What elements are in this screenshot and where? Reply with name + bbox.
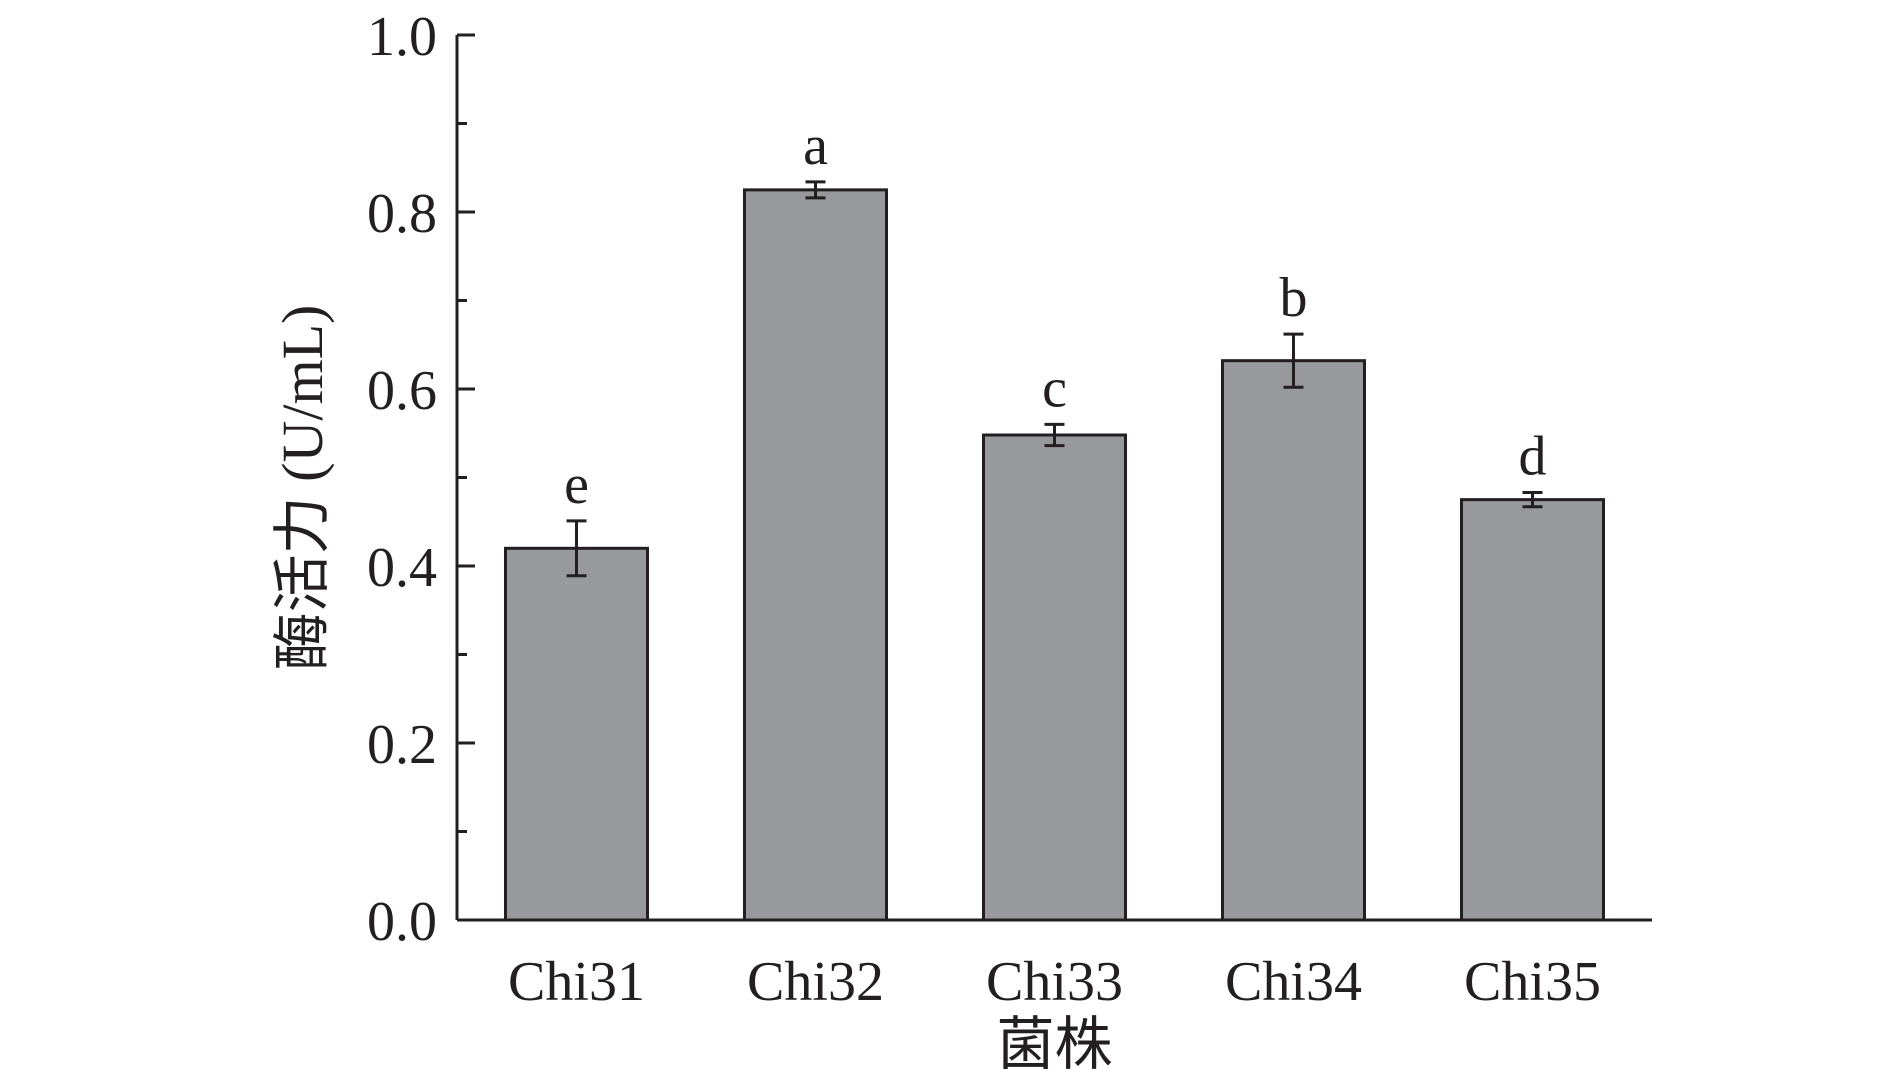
bars-layer (504, 188, 1605, 922)
significance-label: e (564, 454, 589, 516)
significance-label: d (1519, 426, 1547, 488)
y-tick-label: 0.6 (367, 360, 437, 422)
error-bars-layer (566, 180, 1543, 578)
x-tick-label: Chi32 (747, 951, 884, 1013)
bar-chi35 (1460, 498, 1605, 922)
x-tick-labels: Chi31 Chi32 Chi33 Chi34 Chi35 (508, 951, 1601, 1013)
significance-label: b (1280, 267, 1308, 329)
x-tick-label: Chi34 (1225, 951, 1362, 1013)
y-tick-label: 1.0 (367, 6, 437, 68)
x-axis-title: 菌株 (996, 1012, 1112, 1077)
significance-labels: e a c b d (564, 115, 1546, 516)
error-bar (1283, 332, 1304, 389)
y-tick-label: 0.0 (367, 891, 437, 953)
error-bar (1044, 422, 1065, 448)
bar-chi34 (1221, 359, 1366, 922)
x-tick-label: Chi31 (508, 951, 645, 1013)
error-bar (805, 180, 826, 200)
bar-chi32 (743, 188, 888, 922)
bar-chi33 (982, 433, 1127, 922)
x-tick-label: Chi33 (986, 951, 1123, 1013)
y-tick-label: 0.4 (367, 537, 437, 599)
significance-label: c (1042, 357, 1067, 419)
error-bar (566, 519, 587, 578)
bar-chi31 (504, 546, 649, 922)
y-axis-title: 酶活力 (U/mL) (270, 305, 335, 671)
y-tick-label: 0.8 (367, 183, 437, 245)
error-bar (1522, 491, 1543, 509)
x-tick-label: Chi35 (1464, 951, 1601, 1013)
significance-label: a (803, 115, 828, 177)
y-tick-label: 0.2 (367, 714, 437, 776)
y-ticks: 0.0 0.2 0.4 0.6 0.8 1.0 (367, 6, 475, 953)
